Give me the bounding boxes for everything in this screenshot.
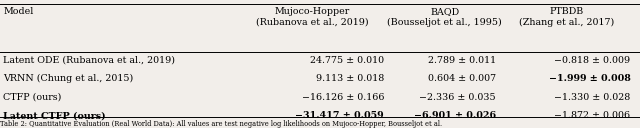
Text: −0.818 ± 0.009: −0.818 ± 0.009 xyxy=(554,56,630,65)
Text: PTBDB
(Zhang et al., 2017): PTBDB (Zhang et al., 2017) xyxy=(519,7,614,27)
Text: 24.775 ± 0.010: 24.775 ± 0.010 xyxy=(310,56,384,65)
Text: Latent CTFP (ours): Latent CTFP (ours) xyxy=(3,111,106,120)
Text: Model: Model xyxy=(3,7,33,16)
Text: 2.789 ± 0.011: 2.789 ± 0.011 xyxy=(428,56,496,65)
Text: −1.330 ± 0.028: −1.330 ± 0.028 xyxy=(554,93,630,102)
Text: CTFP (ours): CTFP (ours) xyxy=(3,93,61,102)
Text: −16.126 ± 0.166: −16.126 ± 0.166 xyxy=(301,93,384,102)
Text: Latent ODE (Rubanova et al., 2019): Latent ODE (Rubanova et al., 2019) xyxy=(3,56,175,65)
Text: −1.872 ± 0.006: −1.872 ± 0.006 xyxy=(554,111,630,120)
Text: −31.417 ± 0.059: −31.417 ± 0.059 xyxy=(296,111,384,120)
Text: −2.336 ± 0.035: −2.336 ± 0.035 xyxy=(419,93,496,102)
Text: 0.604 ± 0.007: 0.604 ± 0.007 xyxy=(428,74,496,83)
Text: BAQD
(Bousseljot et al., 1995): BAQD (Bousseljot et al., 1995) xyxy=(387,7,502,27)
Text: Table 2: Quantitative Evaluation (Real World Data): All values are test negative: Table 2: Quantitative Evaluation (Real W… xyxy=(0,120,442,128)
Text: −6.901 ± 0.026: −6.901 ± 0.026 xyxy=(414,111,496,120)
Text: Mujoco-Hopper
(Rubanova et al., 2019): Mujoco-Hopper (Rubanova et al., 2019) xyxy=(256,7,369,26)
Text: 9.113 ± 0.018: 9.113 ± 0.018 xyxy=(316,74,384,83)
Text: VRNN (Chung et al., 2015): VRNN (Chung et al., 2015) xyxy=(3,74,134,83)
Text: −1.999 ± 0.008: −1.999 ± 0.008 xyxy=(548,74,630,83)
